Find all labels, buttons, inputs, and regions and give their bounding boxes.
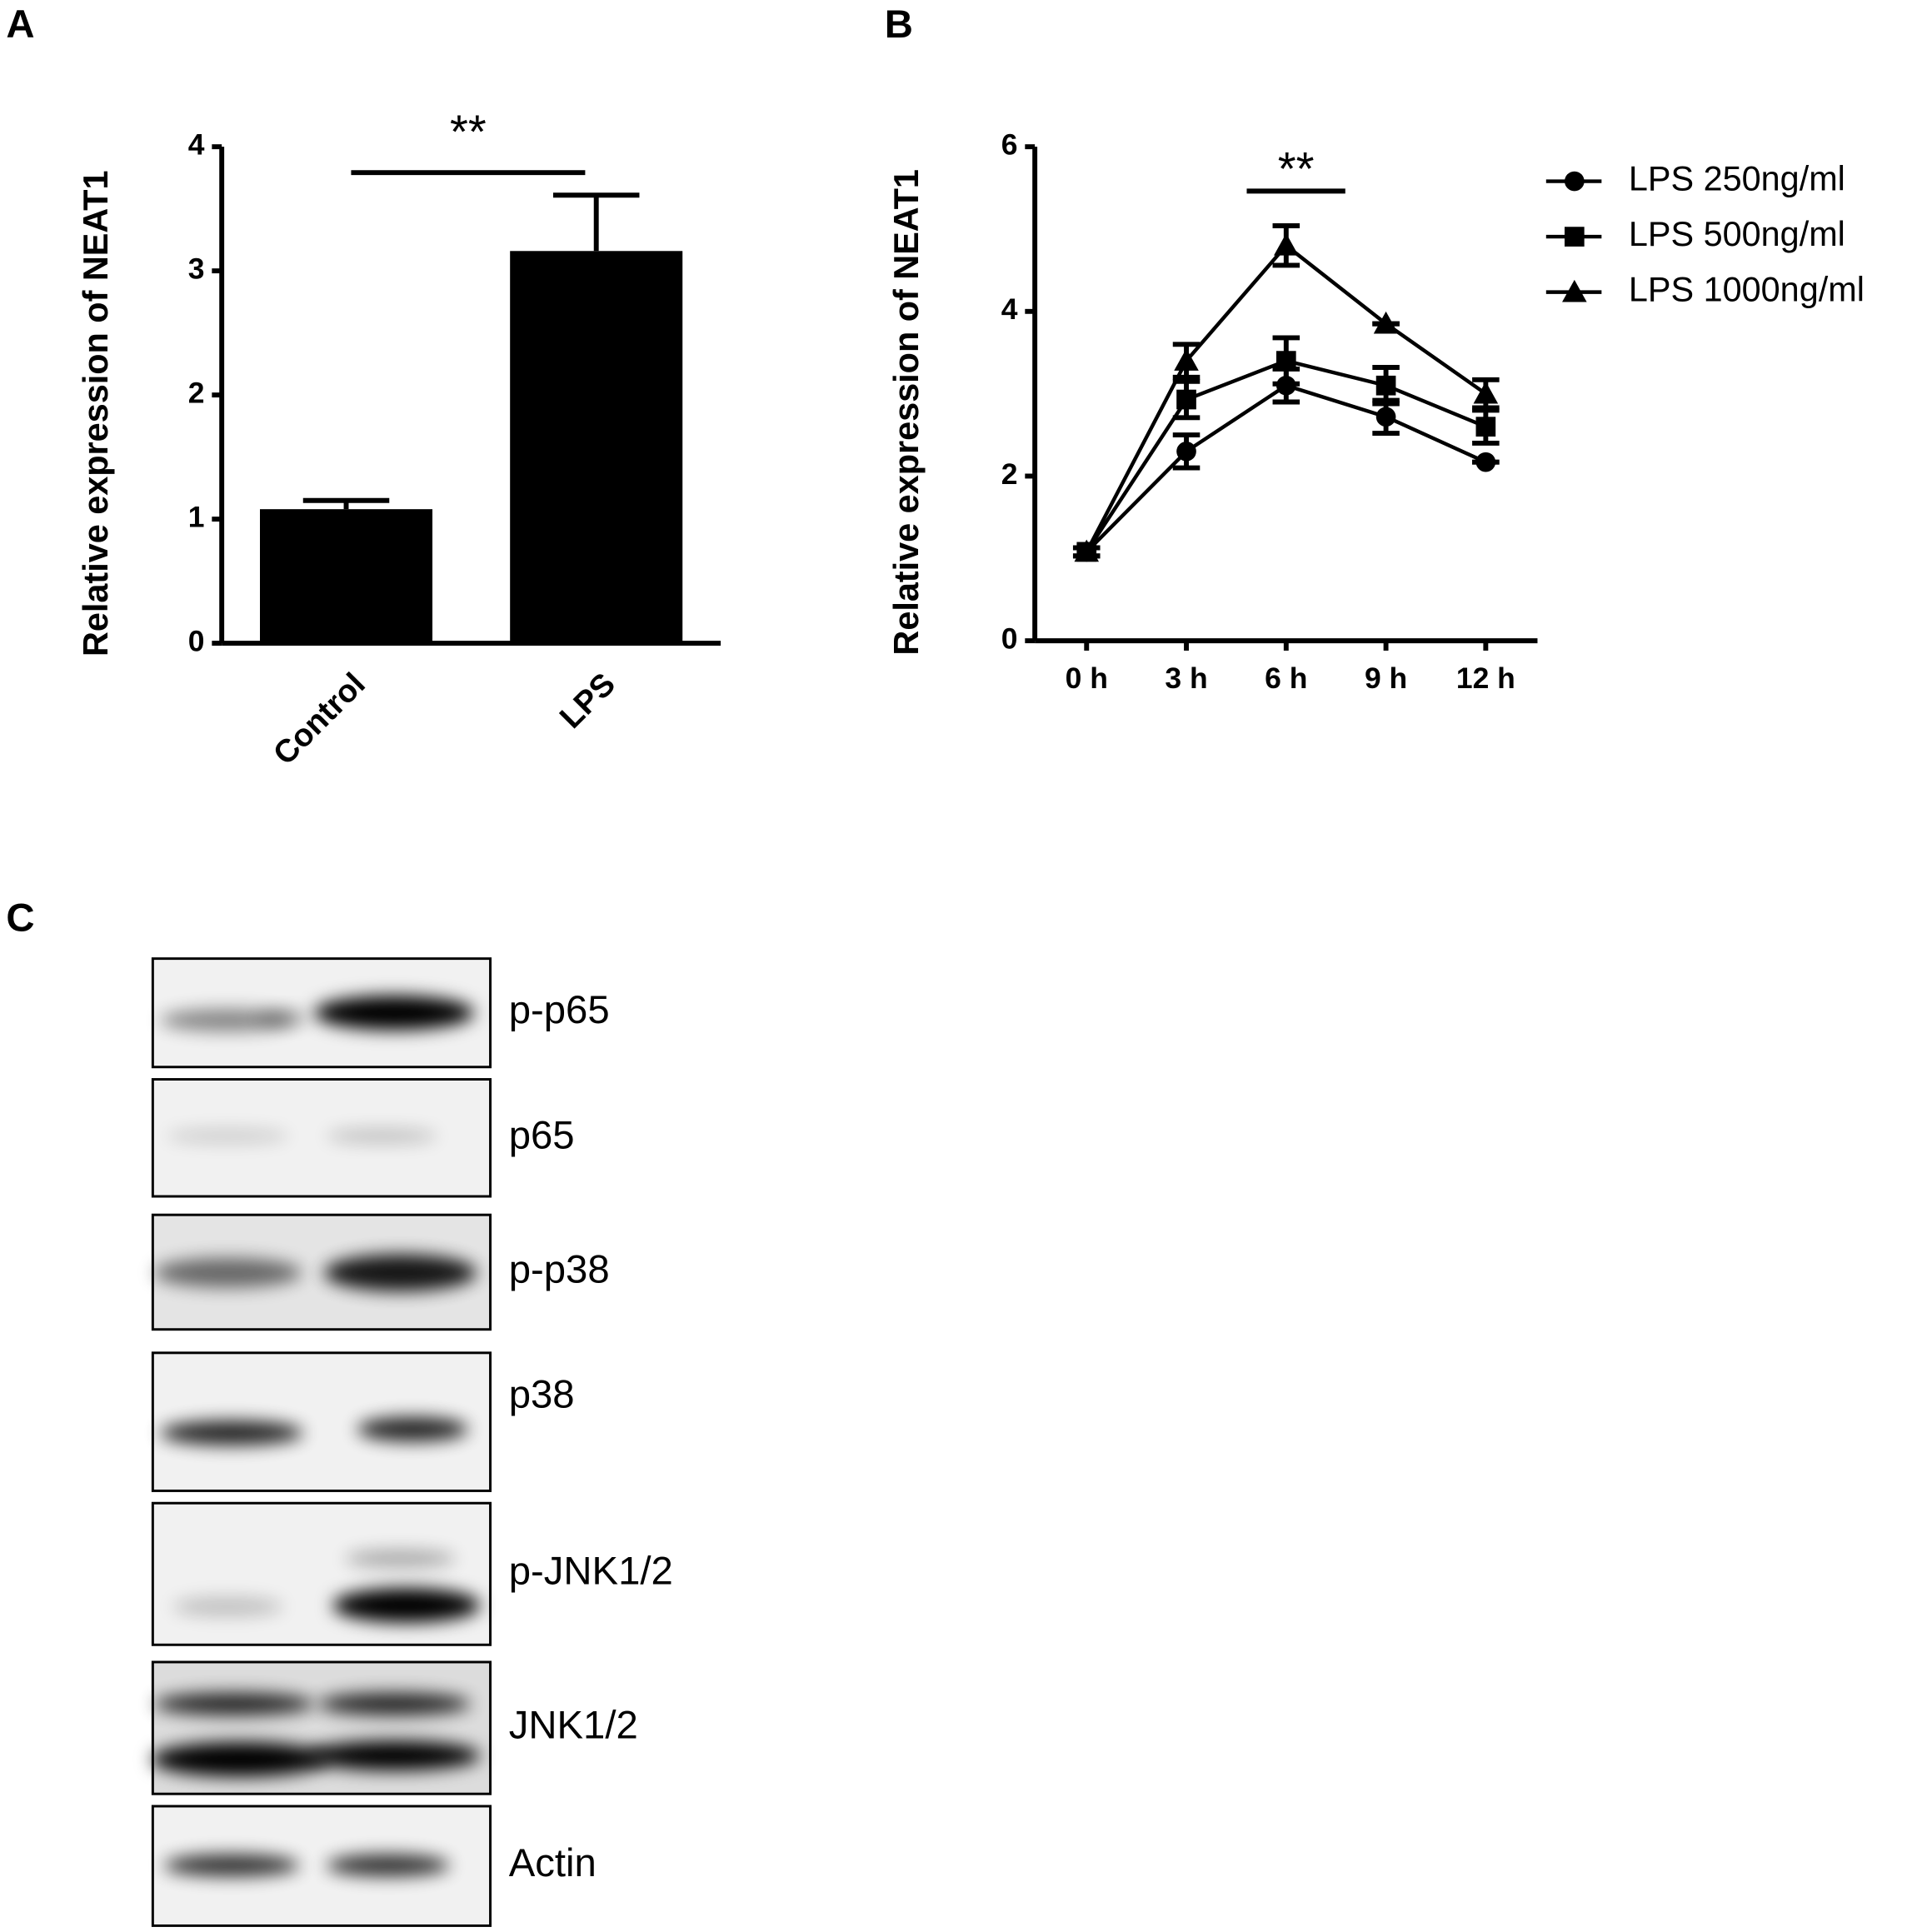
legend-marker — [1562, 279, 1587, 302]
data-point — [1375, 375, 1396, 396]
legend-label: LPS 500ng/ml — [1629, 215, 1845, 253]
blot-label: p65 — [509, 1113, 575, 1157]
panel-label: C — [6, 896, 34, 940]
blot-band — [314, 995, 475, 1031]
x-tick-label: LPS — [553, 666, 622, 736]
blot-label: p-p38 — [509, 1247, 610, 1291]
data-point — [1475, 417, 1496, 437]
blot-band — [307, 1740, 481, 1771]
blot-label: p-JNK1/2 — [509, 1550, 673, 1594]
blot-label: Actin — [509, 1841, 597, 1885]
y-tick-label: 0 — [1001, 622, 1018, 655]
y-tick-label: 1 — [188, 500, 205, 533]
blot-band — [326, 1128, 437, 1144]
legend-label: LPS 250ng/ml — [1629, 159, 1845, 197]
data-point — [1475, 452, 1496, 472]
legend-marker — [1564, 227, 1585, 247]
y-tick-label: 4 — [1001, 292, 1018, 326]
y-axis-label: Relative expression of NEAT1 — [77, 171, 115, 657]
bar — [510, 251, 683, 644]
y-tick-label: 0 — [188, 624, 205, 657]
data-point — [1373, 311, 1399, 334]
data-point — [1473, 381, 1499, 404]
blot-band — [153, 1257, 302, 1288]
legend-label: LPS 1000ng/ml — [1629, 271, 1865, 309]
series-line — [1085, 383, 1487, 553]
blot-band — [332, 1588, 481, 1623]
significance-label: ** — [450, 106, 487, 158]
data-point — [1275, 351, 1296, 371]
y-tick-label: 4 — [188, 128, 205, 162]
blot-band — [323, 1254, 477, 1291]
data-point — [1375, 407, 1396, 427]
blot-band — [166, 1128, 290, 1144]
blot-label: JNK1/2 — [509, 1704, 638, 1748]
blot-band — [317, 1692, 471, 1715]
y-tick-label: 2 — [1001, 457, 1018, 491]
blot-band — [151, 1742, 329, 1777]
blot-band — [163, 1854, 300, 1877]
y-tick-label: 6 — [1001, 128, 1018, 162]
panel-label: A — [6, 2, 34, 47]
blot-band — [345, 1550, 457, 1568]
x-tick-label: 3 h — [1165, 661, 1207, 695]
x-tick-label: Control — [267, 666, 372, 772]
blot-band — [357, 1416, 468, 1442]
data-point — [1176, 441, 1196, 462]
data-point — [1174, 348, 1199, 371]
panel-label: B — [885, 2, 913, 47]
blot-band — [153, 1692, 315, 1715]
x-tick-label: 12 h — [1456, 661, 1515, 695]
legend-marker — [1564, 171, 1585, 192]
blot-band — [326, 1854, 450, 1877]
bar — [260, 509, 433, 644]
x-tick-label: 9 h — [1365, 661, 1407, 695]
blot-panel — [151, 1501, 492, 1646]
y-tick-label: 3 — [188, 252, 205, 285]
blot-label: p-p65 — [509, 988, 610, 1032]
x-tick-label: 0 h — [1066, 661, 1108, 695]
data-point — [1176, 389, 1196, 410]
blot-band — [258, 1010, 308, 1026]
x-tick-label: 6 h — [1265, 661, 1307, 695]
blot-label: p38 — [509, 1373, 575, 1417]
significance-label: ** — [1278, 142, 1315, 195]
data-point — [1074, 539, 1100, 562]
y-tick-label: 2 — [188, 376, 205, 409]
blot-band — [172, 1596, 284, 1617]
blot-band — [160, 1420, 303, 1445]
y-axis-label: Relative expression of NEAT1 — [887, 169, 926, 656]
data-point — [1274, 232, 1299, 256]
